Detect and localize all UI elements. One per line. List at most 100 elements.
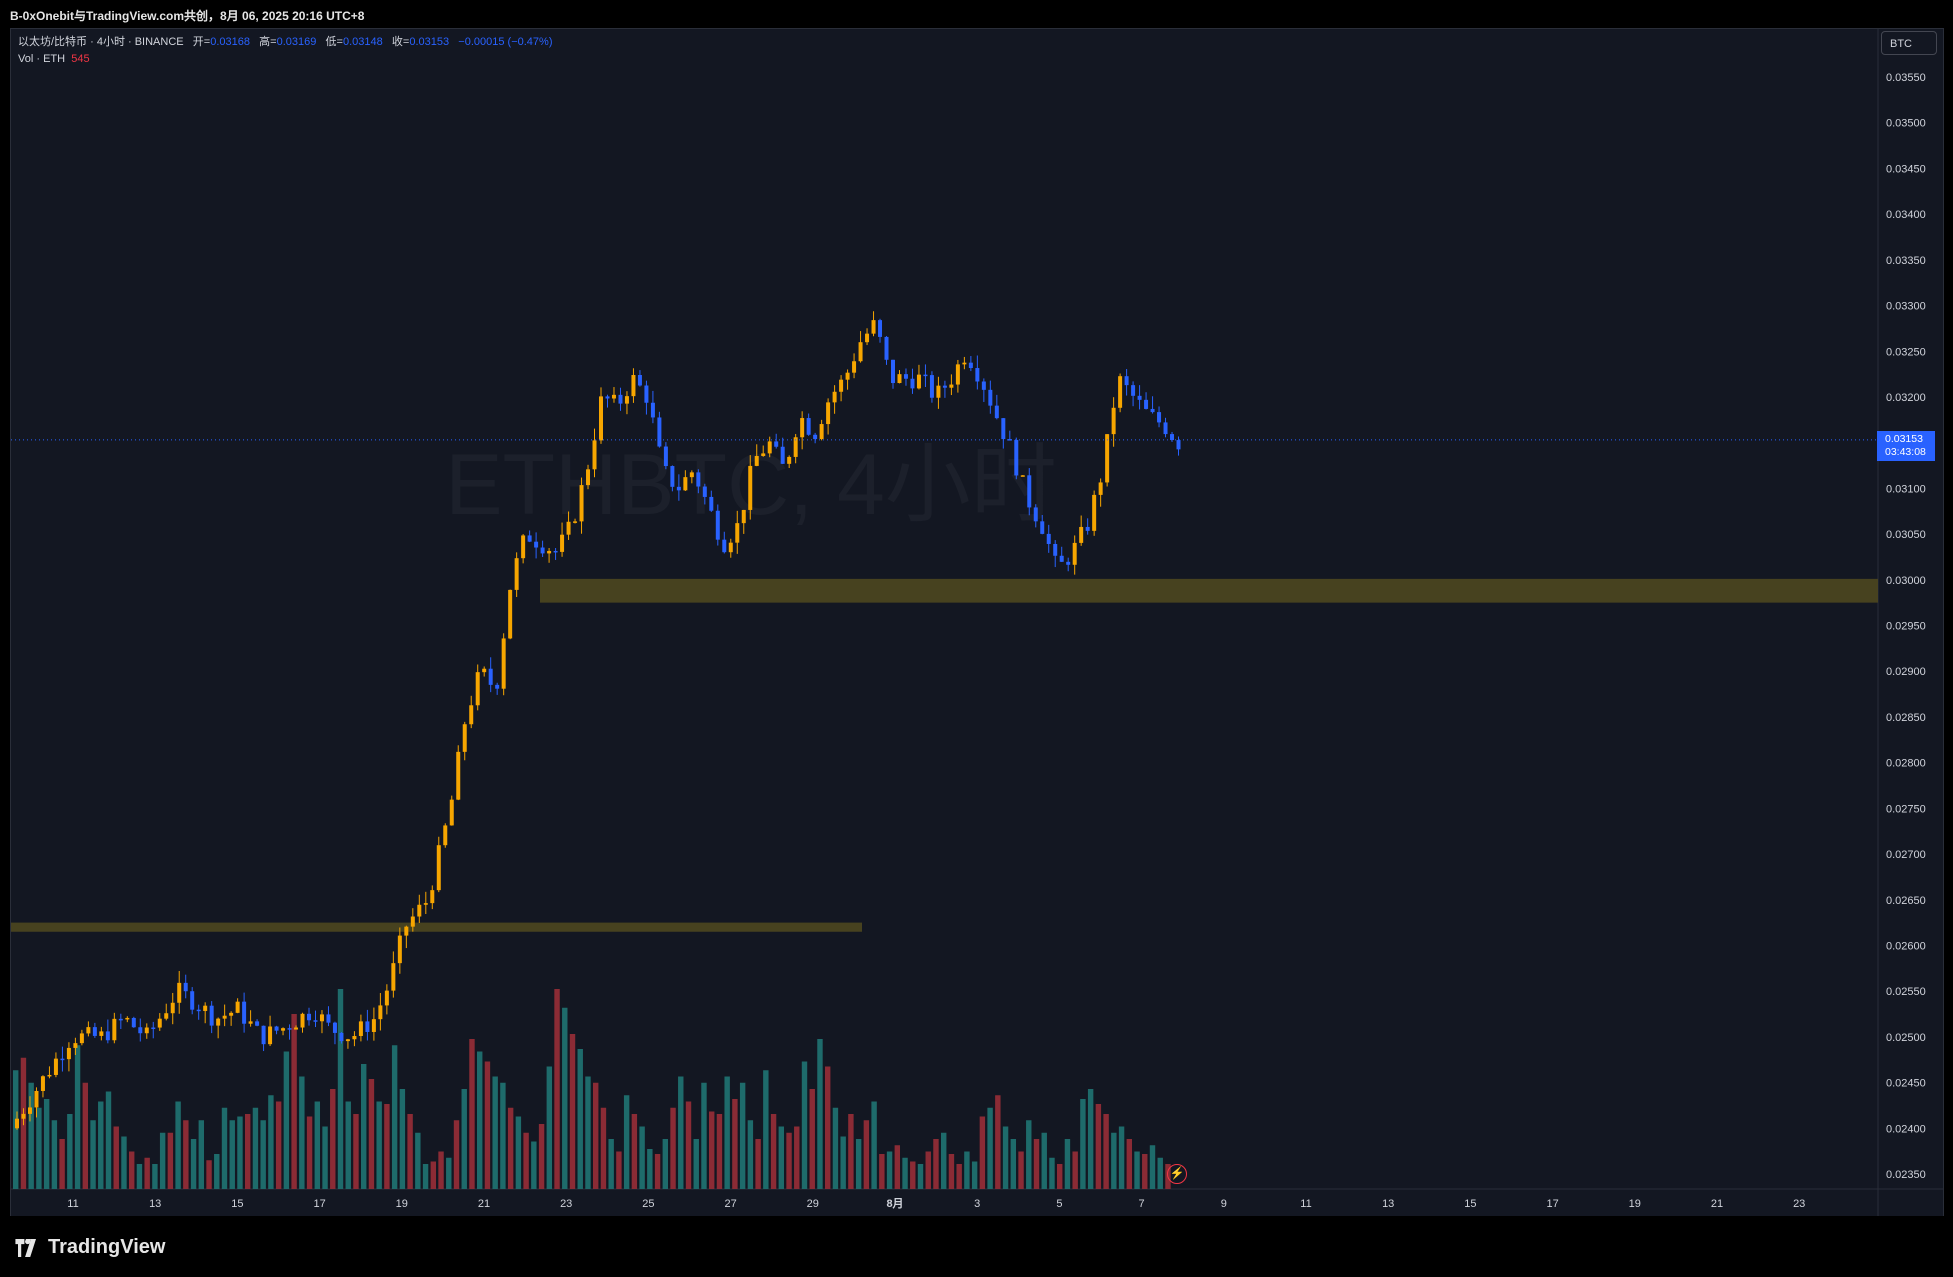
volume-bar xyxy=(330,1089,336,1189)
currency-button[interactable]: BTC xyxy=(1881,31,1937,55)
candle-body xyxy=(27,1107,32,1114)
candle-body xyxy=(248,1021,253,1024)
price-chart[interactable]: ETHBTC, 4小时0.035500.035000.034500.034000… xyxy=(11,29,1943,1217)
legend-symbol[interactable]: 以太坊/比特币 · 4小时 · BINANCE xyxy=(18,36,184,48)
y-tick-label: 0.03550 xyxy=(1886,72,1926,84)
volume-bar xyxy=(879,1154,885,1189)
candle-body xyxy=(508,589,513,639)
volume-bar xyxy=(144,1157,150,1189)
volume-bar xyxy=(716,1114,723,1189)
candle-body xyxy=(345,1039,350,1042)
volume-bar xyxy=(825,1066,831,1189)
volume-bar xyxy=(1111,1132,1117,1189)
y-tick-label: 0.02550 xyxy=(1886,986,1926,998)
volume-bar xyxy=(623,1095,630,1189)
chart-area[interactable]: ETHBTC, 4小时 0.03550 0.03500 0.03450 0.03400 0… xyxy=(10,28,1944,1218)
volume-bar xyxy=(1026,1120,1032,1189)
candle-body xyxy=(268,1026,273,1045)
legend-low-label: 低= xyxy=(325,36,343,48)
x-tick-label: 23 xyxy=(560,1198,572,1210)
y-tick-label: 0.02500 xyxy=(1886,1032,1926,1044)
volume-bar xyxy=(747,1120,754,1189)
candle-body xyxy=(1111,407,1116,435)
x-tick-label: 23 xyxy=(1793,1198,1805,1210)
candle-body xyxy=(839,379,844,392)
candle-body xyxy=(787,456,792,464)
candle-body xyxy=(164,1013,169,1019)
volume-bar xyxy=(763,1070,769,1189)
x-tick-label: 13 xyxy=(1382,1198,1394,1210)
candle-body xyxy=(229,1012,234,1016)
candle-body xyxy=(1157,412,1162,423)
candle-body xyxy=(663,446,668,467)
volume-bar xyxy=(1080,1099,1086,1189)
candle-body xyxy=(397,935,402,964)
volume-bar xyxy=(229,1120,235,1189)
volume-bar xyxy=(167,1132,174,1189)
volume-bar xyxy=(198,1120,205,1189)
volume-bar xyxy=(214,1154,220,1189)
volume-bar xyxy=(709,1111,715,1189)
candle-body xyxy=(488,668,493,685)
volume-bar xyxy=(639,1126,645,1189)
volume-bar xyxy=(685,1101,692,1189)
volume-bar xyxy=(1087,1089,1094,1189)
tradingview-logo[interactable]: TradingView xyxy=(12,1236,165,1259)
y-tick-label: 0.02400 xyxy=(1886,1123,1926,1135)
candle-body xyxy=(599,396,603,441)
volume-bar xyxy=(523,1132,529,1189)
candle-body xyxy=(475,672,480,706)
volume-bar xyxy=(1142,1154,1148,1189)
volume-bar xyxy=(662,1139,669,1189)
volume-bar xyxy=(337,989,344,1189)
candle-body xyxy=(878,320,883,337)
candle-body xyxy=(60,1058,65,1061)
candle-body xyxy=(767,441,772,454)
candle-body xyxy=(994,405,999,419)
candle-body xyxy=(741,509,746,524)
volume-bar xyxy=(654,1154,661,1189)
candle-body xyxy=(845,372,850,380)
candle-body xyxy=(86,1027,91,1034)
y-tick-label: 0.02650 xyxy=(1886,895,1926,907)
volume-bar xyxy=(438,1151,444,1189)
candle-body xyxy=(592,440,597,470)
volume-bar xyxy=(74,1045,81,1189)
lightning-alert-icon[interactable]: ⚡ xyxy=(1167,1164,1187,1184)
candle-body xyxy=(1170,434,1175,441)
y-tick-label: 0.03500 xyxy=(1886,118,1926,130)
volume-bar xyxy=(616,1151,622,1189)
tradingview-logo-icon xyxy=(15,1238,36,1257)
volume-bar xyxy=(855,1139,862,1189)
current-price-value: 0.03153 xyxy=(1885,432,1923,445)
candle-body xyxy=(332,1022,337,1033)
candle-body xyxy=(826,402,831,425)
volume-bar xyxy=(82,1082,89,1189)
x-tick-label: 11 xyxy=(67,1198,78,1210)
candle-body xyxy=(949,384,954,388)
volume-bar xyxy=(871,1101,877,1189)
volume-bar xyxy=(252,1107,259,1189)
candle-body xyxy=(1014,439,1019,476)
legend-volume-label[interactable]: Vol · ETH xyxy=(18,53,66,65)
volume-bar xyxy=(732,1099,738,1189)
candle-body xyxy=(482,668,487,673)
candle-body xyxy=(79,1033,84,1044)
candle-body xyxy=(319,1014,324,1022)
candle-body xyxy=(975,368,980,382)
volume-bar xyxy=(422,1164,429,1189)
candle-body xyxy=(307,1013,311,1021)
x-tick-label: 15 xyxy=(231,1198,243,1210)
x-tick-label: 3 xyxy=(974,1198,980,1210)
volume-bar xyxy=(987,1107,993,1189)
volume-bar xyxy=(283,1051,290,1189)
volume-bar xyxy=(67,1114,73,1189)
volume-bar xyxy=(407,1114,413,1189)
candle-body xyxy=(209,1005,214,1026)
volume-bar xyxy=(941,1132,947,1189)
candle-body xyxy=(832,391,837,403)
volume-bar xyxy=(59,1139,65,1189)
candle-body xyxy=(573,521,578,523)
candle-body xyxy=(962,362,967,365)
candle-body xyxy=(521,535,526,559)
